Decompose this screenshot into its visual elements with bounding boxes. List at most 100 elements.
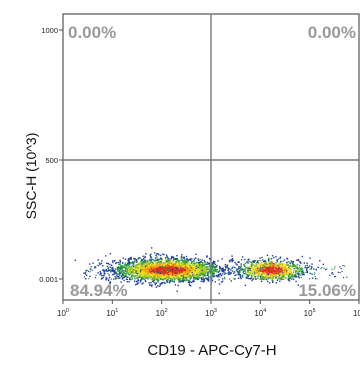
event-dot bbox=[139, 274, 141, 276]
event-dot bbox=[247, 259, 249, 261]
event-dot bbox=[137, 269, 139, 271]
event-dot bbox=[294, 267, 296, 270]
event-dot bbox=[280, 273, 283, 276]
event-dot bbox=[311, 263, 313, 265]
event-dot bbox=[191, 267, 194, 269]
event-dot bbox=[257, 260, 259, 262]
event-dot bbox=[142, 267, 144, 270]
event-dot bbox=[204, 261, 206, 264]
event-dot bbox=[333, 268, 335, 270]
event-dot bbox=[178, 275, 180, 277]
event-dot bbox=[93, 266, 96, 268]
event-dot bbox=[205, 266, 207, 268]
event-dot bbox=[306, 270, 308, 272]
event-dot bbox=[163, 268, 165, 270]
event-dot bbox=[260, 269, 262, 272]
event-dot bbox=[293, 270, 295, 272]
event-dot bbox=[125, 276, 127, 278]
event-dot bbox=[287, 264, 289, 266]
event-dot bbox=[190, 277, 192, 279]
event-dot bbox=[202, 269, 204, 271]
event-dot bbox=[127, 264, 129, 266]
event-dot bbox=[277, 258, 279, 260]
event-dot bbox=[261, 275, 263, 277]
event-dot bbox=[197, 278, 199, 281]
event-dot bbox=[160, 278, 162, 280]
event-dot bbox=[282, 264, 284, 266]
event-dot bbox=[203, 266, 205, 268]
event-dot bbox=[117, 276, 120, 278]
event-dot bbox=[118, 272, 121, 274]
event-dot bbox=[271, 268, 273, 270]
event-dot bbox=[261, 276, 264, 278]
event-dot bbox=[281, 269, 283, 272]
event-dot bbox=[134, 278, 136, 280]
event-dot bbox=[205, 263, 208, 265]
event-dot bbox=[91, 269, 93, 272]
event-dot bbox=[283, 267, 285, 269]
event-dot bbox=[156, 264, 158, 266]
event-dot bbox=[212, 265, 215, 267]
event-dot bbox=[187, 276, 189, 278]
event-dot bbox=[120, 265, 122, 268]
event-dot bbox=[201, 265, 203, 267]
event-dot bbox=[186, 271, 188, 274]
event-dot bbox=[202, 274, 204, 276]
event-dot bbox=[197, 258, 199, 260]
event-dot bbox=[177, 265, 179, 268]
event-dot bbox=[267, 270, 269, 273]
event-dot bbox=[302, 269, 304, 272]
event-dot bbox=[158, 265, 161, 267]
event-dot bbox=[214, 268, 216, 270]
event-dot bbox=[243, 264, 245, 266]
event-dot bbox=[277, 268, 279, 271]
event-dot bbox=[165, 264, 167, 266]
event-dot bbox=[191, 258, 193, 260]
event-dot bbox=[253, 275, 256, 277]
event-dot bbox=[135, 265, 138, 268]
event-dot bbox=[284, 274, 287, 276]
event-dot bbox=[277, 267, 279, 269]
event-dot bbox=[241, 274, 244, 277]
event-dot bbox=[228, 268, 230, 270]
event-dot bbox=[177, 276, 179, 278]
event-dot bbox=[139, 276, 141, 278]
event-dot bbox=[157, 253, 159, 255]
event-dot bbox=[153, 266, 156, 269]
event-dot bbox=[148, 272, 150, 275]
event-dot bbox=[188, 280, 190, 282]
event-dot bbox=[260, 280, 263, 282]
event-dot bbox=[298, 272, 300, 274]
event-dot bbox=[330, 272, 333, 275]
event-dot bbox=[157, 261, 159, 264]
event-dot bbox=[220, 281, 223, 283]
event-dot bbox=[192, 271, 195, 273]
event-dot bbox=[214, 275, 216, 277]
event-dot bbox=[131, 264, 133, 267]
event-dot bbox=[281, 274, 284, 276]
event-dot bbox=[192, 264, 195, 267]
event-dot bbox=[172, 271, 175, 273]
event-dot bbox=[279, 268, 281, 271]
event-dot bbox=[141, 275, 144, 277]
event-dot bbox=[259, 264, 261, 266]
event-dot bbox=[271, 271, 273, 273]
event-dot bbox=[194, 276, 196, 279]
event-dot bbox=[164, 262, 166, 265]
event-dot bbox=[288, 272, 290, 274]
event-dot bbox=[271, 278, 274, 280]
event-dot bbox=[182, 264, 184, 266]
event-dot bbox=[278, 273, 281, 275]
event-dot bbox=[120, 266, 122, 269]
event-dot bbox=[160, 257, 162, 259]
event-dot bbox=[192, 279, 194, 281]
event-dot bbox=[172, 269, 174, 272]
event-dot bbox=[283, 269, 286, 271]
event-dot bbox=[166, 263, 168, 266]
event-dot bbox=[199, 264, 201, 266]
event-dot bbox=[118, 265, 120, 268]
event-dot bbox=[164, 277, 166, 280]
event-dot bbox=[290, 271, 292, 274]
event-dot bbox=[162, 279, 164, 281]
event-dot bbox=[173, 277, 176, 279]
